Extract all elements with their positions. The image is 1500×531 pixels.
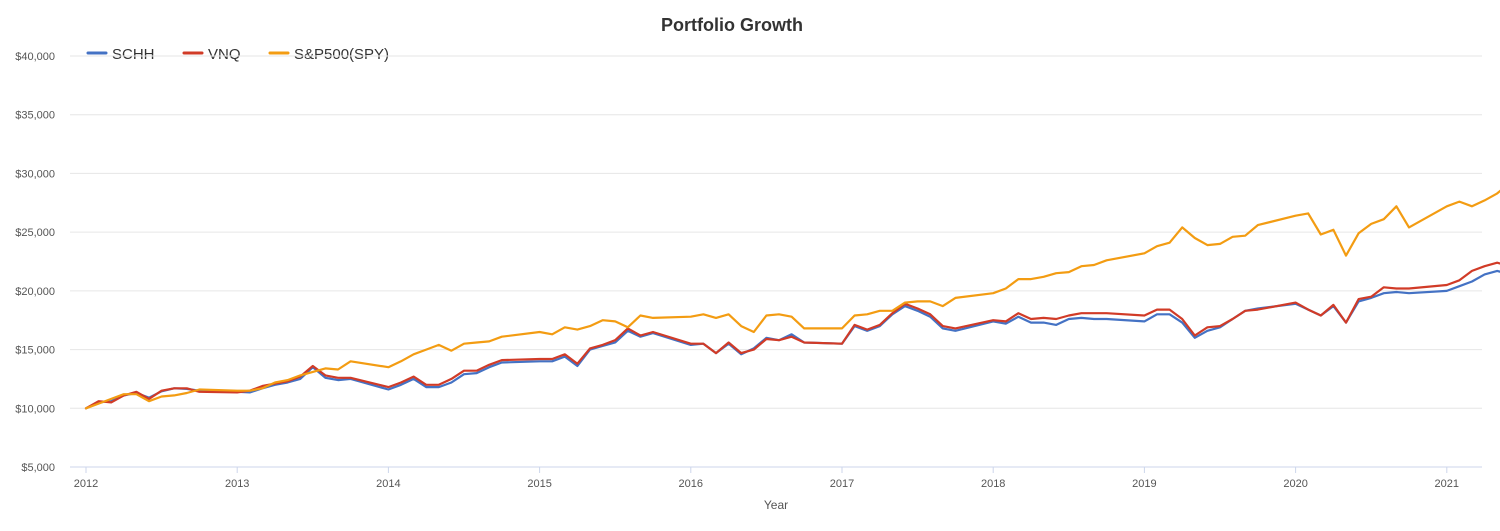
x-tick-label: 2017 xyxy=(830,478,854,490)
series-line-schh xyxy=(84,269,1500,410)
x-tick-label: 2016 xyxy=(679,478,703,490)
y-tick-label: $35,000 xyxy=(15,110,55,122)
series-line-s-p500-spy xyxy=(84,189,1500,410)
series-lines xyxy=(84,189,1500,410)
y-tick-label: $20,000 xyxy=(15,286,55,298)
legend-label[interactable]: S&P500(SPY) xyxy=(294,46,389,63)
x-tick-label: 2013 xyxy=(225,478,249,490)
x-axis-title: Year xyxy=(764,498,788,512)
x-tick-label: 2015 xyxy=(527,478,551,490)
chart-title: Portfolio Growth xyxy=(661,15,803,35)
chart-legend: SCHH VNQ S&P500(SPY) xyxy=(86,46,389,63)
x-tick-label: 2020 xyxy=(1283,478,1307,490)
x-axis-ticks: 2012 2013 2014 2015 2016 2017 2018 2019 2020 2021 xyxy=(74,467,1459,490)
y-tick-label: $5,000 xyxy=(21,462,55,474)
y-tick-label: $10,000 xyxy=(15,403,55,415)
y-axis-tick-labels: $5,000 $10,000 $15,000 $20,000 $25,000 $30,00… xyxy=(15,51,55,474)
x-tick-label: 2012 xyxy=(74,478,98,490)
x-tick-label: 2019 xyxy=(1132,478,1156,490)
x-tick-label: 2014 xyxy=(376,478,400,490)
legend-label[interactable]: VNQ xyxy=(208,46,241,63)
x-tick-label: 2018 xyxy=(981,478,1005,490)
y-tick-label: $25,000 xyxy=(15,227,55,239)
y-tick-label: $40,000 xyxy=(15,51,55,63)
legend-label[interactable]: SCHH xyxy=(112,46,155,63)
y-tick-label: $30,000 xyxy=(15,168,55,180)
x-tick-label: 2021 xyxy=(1435,478,1459,490)
y-gridlines xyxy=(70,55,1482,409)
y-tick-label: $15,000 xyxy=(15,345,55,357)
